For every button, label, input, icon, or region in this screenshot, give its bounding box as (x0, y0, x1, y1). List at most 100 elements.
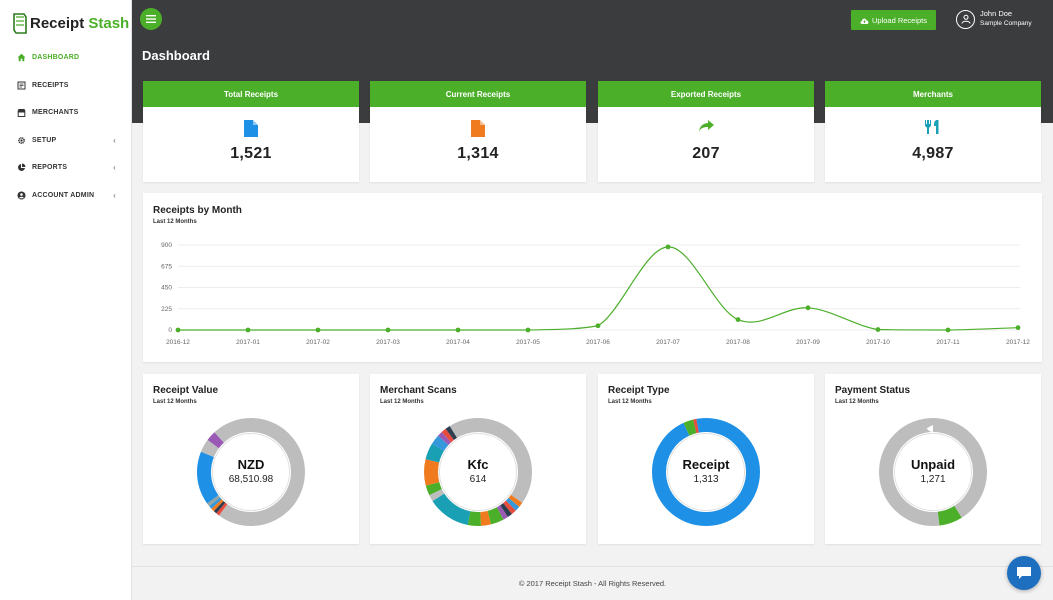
cutlery-icon (825, 119, 1041, 135)
stat-value: 207 (692, 145, 720, 162)
x-tick-label: 2017-11 (936, 339, 960, 346)
avatar (956, 9, 975, 29)
y-tick-label: 900 (161, 242, 172, 249)
stat-value: 4,987 (912, 145, 954, 162)
donut-center-value: 614 (469, 474, 487, 485)
donut-segment[interactable] (197, 418, 305, 526)
data-point[interactable] (945, 327, 951, 333)
merchant-scans-card: Merchant Scans Last 12 Months Kfc 614 (370, 374, 586, 544)
stat-value: 1,521 (230, 145, 272, 162)
x-tick-label: 2016-12 (166, 339, 190, 346)
sidebar-item-merchants[interactable]: MERCHANTS (0, 99, 131, 127)
x-tick-label: 2017-02 (306, 339, 330, 346)
sidebar-item-setup[interactable]: SETUP ‹ (0, 127, 131, 155)
data-point[interactable] (595, 323, 601, 329)
sidebar-item-label: RECEIPTS (32, 81, 69, 89)
data-point[interactable] (175, 327, 181, 333)
series-line (177, 246, 1019, 331)
x-tick-label: 2017-01 (236, 339, 260, 346)
app-logo[interactable]: Receipt Stash (12, 8, 129, 38)
data-point[interactable] (665, 244, 671, 250)
data-point[interactable] (1015, 325, 1021, 331)
donut-inner-ring (212, 433, 290, 511)
receipts-by-month-card: 0 225 450 675 900 2016-12 2017-01 2017-02 2017-0… (143, 193, 1042, 362)
y-tick-label: 675 (161, 263, 172, 270)
upload-receipts-button[interactable]: Upload Receipts (851, 10, 936, 30)
donut-title: Receipt Type (608, 385, 670, 396)
receipt-type-card: Receipt Type Last 12 Months Receipt 1,313 (598, 374, 814, 544)
donut-segment[interactable] (424, 418, 532, 526)
sidebar-item-label: ACCOUNT ADMIN (32, 191, 95, 199)
data-point[interactable] (735, 317, 741, 323)
x-tick-label: 2017-08 (726, 339, 750, 346)
donut-inner-ring (894, 433, 972, 511)
chat-button[interactable] (1007, 556, 1041, 590)
y-tick-label: 225 (161, 306, 172, 313)
sidebar-item-label: REPORTS (32, 164, 68, 172)
sidebar-item-dashboard[interactable]: DASHBOARD (0, 44, 131, 72)
receipt-icon (17, 81, 26, 90)
donut-center-label: Kfc (467, 457, 489, 472)
donut-title: Merchant Scans (380, 385, 457, 396)
donut-center-label: NZD (237, 457, 265, 472)
data-point[interactable] (875, 327, 881, 332)
donut-segment[interactable] (424, 418, 532, 526)
user-circle-icon (17, 191, 26, 200)
donut-title: Payment Status (835, 385, 911, 396)
file-icon (143, 119, 359, 138)
donut-subtitle: Last 12 Months (380, 399, 424, 405)
user-menu[interactable]: John Doe Sample Company (956, 9, 1032, 29)
sidebar-item-label: DASHBOARD (32, 54, 80, 62)
y-tick-label: 450 (161, 285, 172, 292)
sidebar-nav: DASHBOARD RECEIPTS MERCHANTS SETUP ‹ REPORTS ‹… (0, 44, 131, 209)
chart-subtitle: Last 12 Months (153, 219, 197, 225)
y-tick-label: 0 (168, 327, 172, 334)
sidebar: Receipt Stash DASHBOARD RECEIPTS MERCHANTS… (0, 0, 132, 600)
home-icon (17, 53, 26, 62)
stat-label: Current Receipts (370, 81, 586, 107)
x-tick-label: 2017-12 (1006, 339, 1030, 346)
sidebar-item-reports[interactable]: REPORTS ‹ (0, 154, 131, 182)
app-name: Receipt Stash (30, 14, 130, 32)
donut-center-value: 1,271 (920, 474, 946, 485)
sidebar-item-receipts[interactable]: RECEIPTS (0, 72, 131, 100)
data-point[interactable] (315, 327, 321, 333)
donut-segment[interactable] (197, 418, 305, 526)
payment-status-donut (879, 418, 987, 526)
x-tick-label: 2017-10 (866, 339, 890, 346)
chart-title: Receipts by Month (153, 205, 242, 216)
store-icon (17, 108, 26, 118)
user-icon (961, 14, 970, 24)
stat-card-merchants[interactable]: Merchants 4,987 (825, 81, 1041, 182)
chevron-left-icon: ‹ (113, 163, 116, 172)
data-point[interactable] (525, 327, 531, 333)
chat-bubble-icon (1017, 567, 1031, 579)
data-point[interactable] (805, 305, 811, 311)
cloud-upload-icon (860, 18, 869, 24)
gear-icon (17, 136, 26, 145)
donut-subtitle: Last 12 Months (608, 399, 652, 405)
hamburger-icon (146, 15, 156, 23)
x-tick-label: 2017-04 (446, 339, 470, 346)
donut-center-label: Receipt (682, 457, 730, 472)
x-tick-label: 2017-05 (516, 339, 540, 346)
stat-label: Merchants (825, 81, 1041, 107)
logo-mark-icon (13, 13, 27, 34)
upload-receipts-label: Upload Receipts (871, 15, 928, 25)
pie-chart-icon (17, 163, 26, 172)
sidebar-item-label: SETUP (32, 136, 57, 144)
data-point[interactable] (245, 327, 251, 333)
data-point[interactable] (385, 327, 391, 333)
donut-segment[interactable] (424, 418, 532, 526)
menu-toggle-button[interactable] (140, 8, 162, 30)
x-tick-label: 2017-07 (656, 339, 680, 346)
donut-segment[interactable] (652, 418, 760, 526)
stat-card-current-receipts[interactable]: Current Receipts 1,314 (370, 81, 586, 182)
donut-segment[interactable] (879, 418, 987, 526)
stat-card-exported-receipts[interactable]: Exported Receipts 207 (598, 81, 814, 182)
stat-card-total-receipts[interactable]: Total Receipts 1,521 (143, 81, 359, 182)
donut-segment[interactable] (652, 418, 760, 526)
data-point[interactable] (455, 327, 461, 333)
sidebar-item-account-admin[interactable]: ACCOUNT ADMIN ‹ (0, 182, 131, 210)
x-tick-label: 2017-09 (796, 339, 820, 346)
